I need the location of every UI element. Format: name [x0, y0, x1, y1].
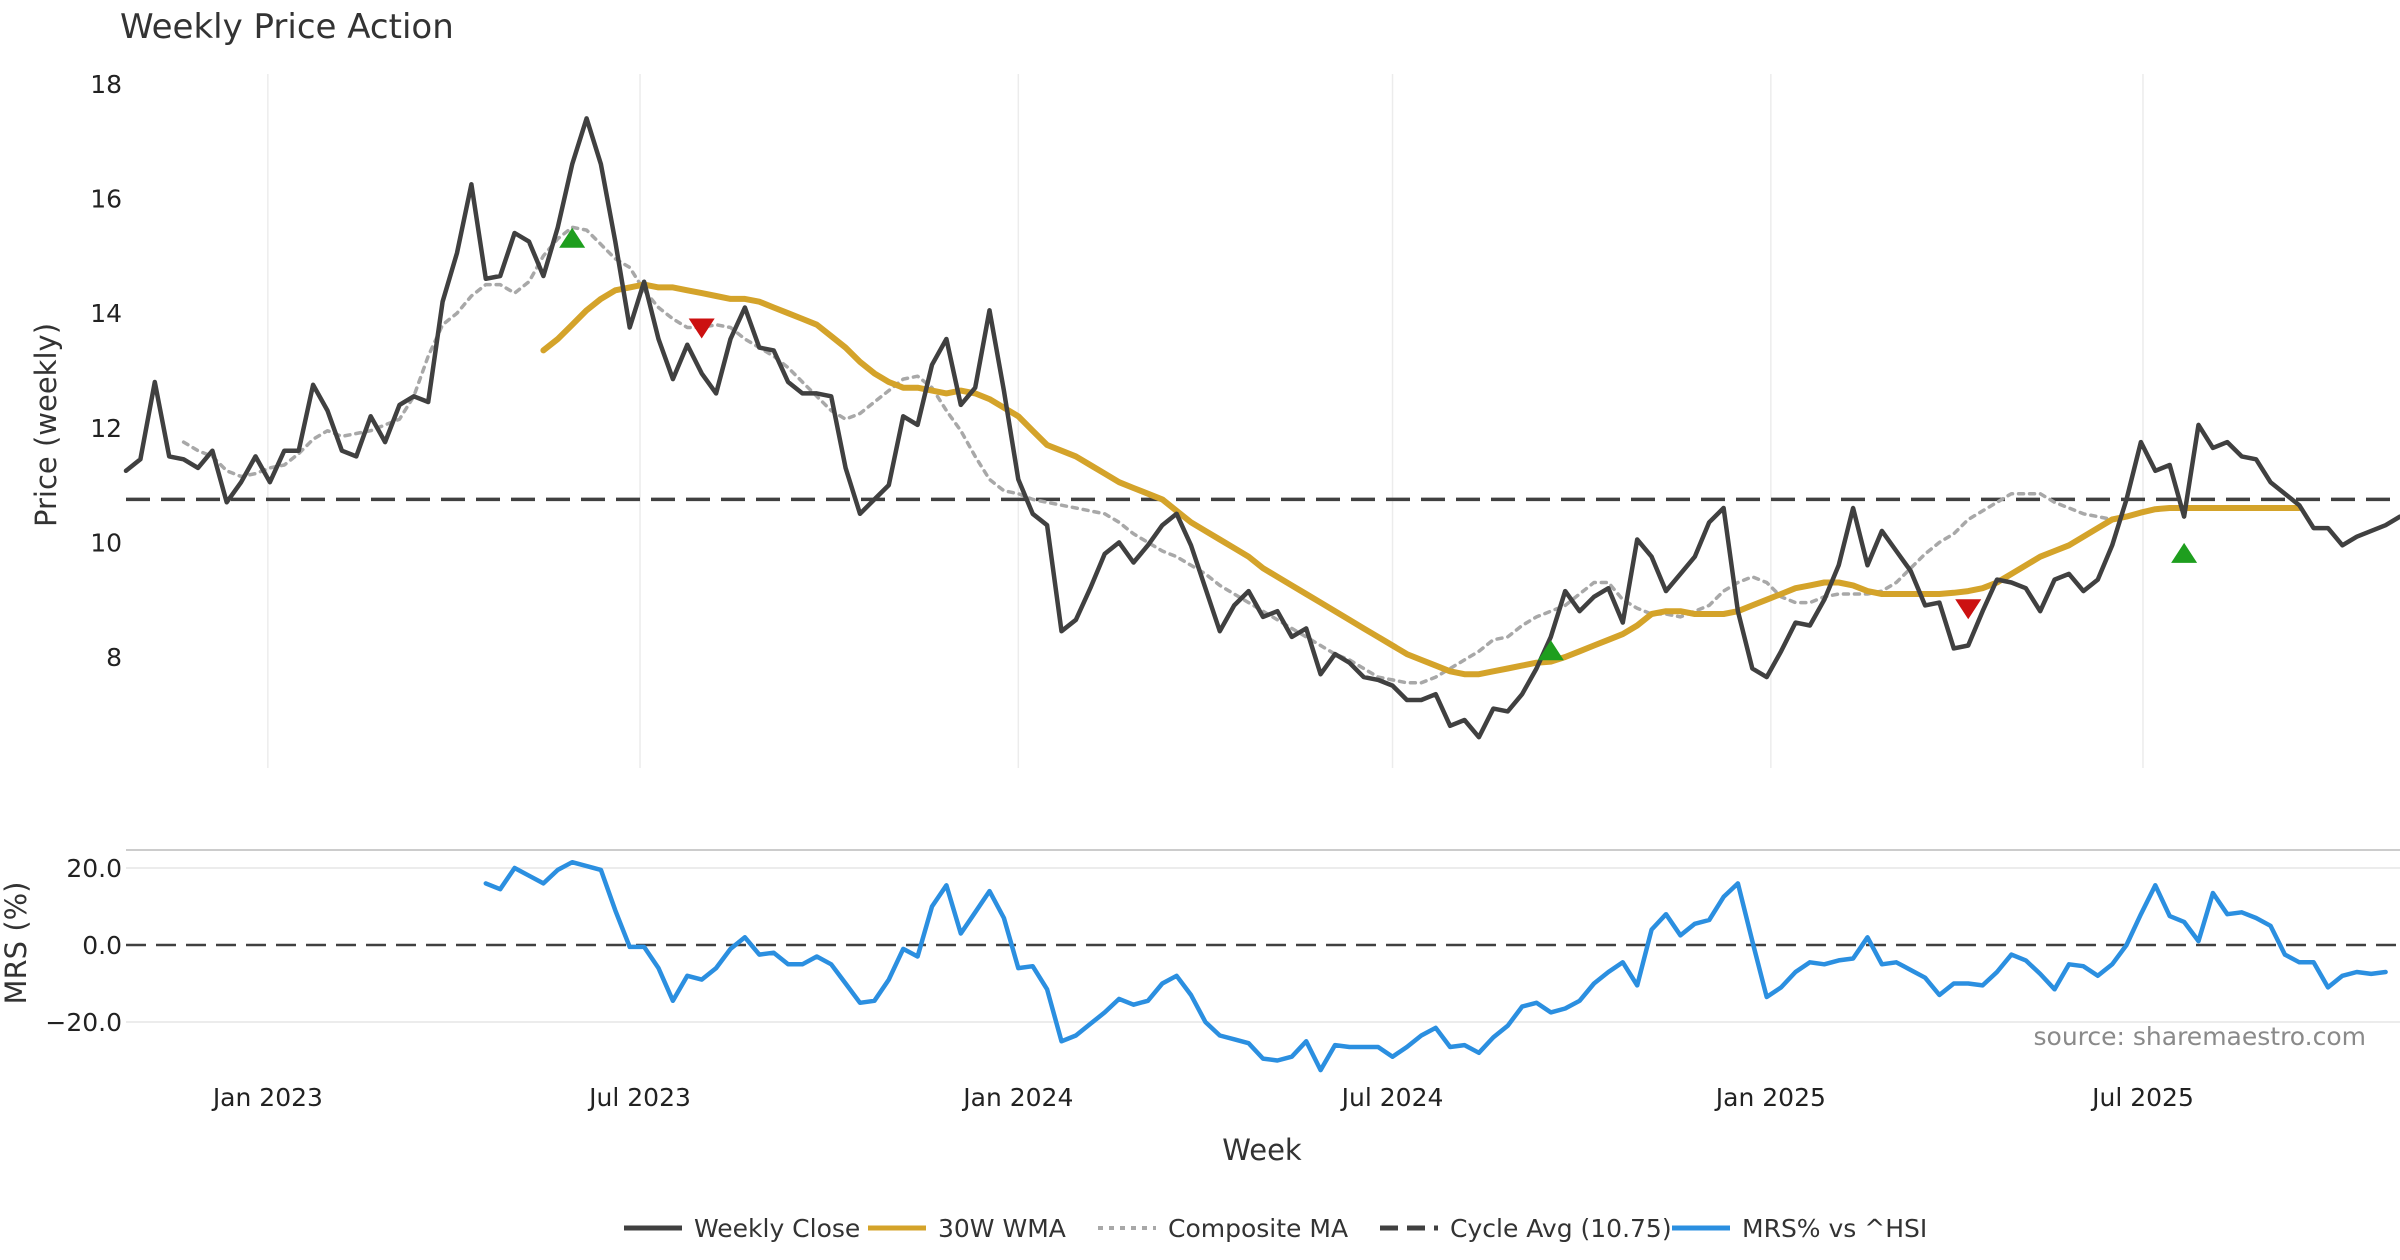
source-credit: source: sharemaestro.com	[2034, 1022, 2367, 1051]
x-tick-label: Jan 2023	[211, 1083, 323, 1112]
mrs-grid	[126, 867, 2400, 1023]
legend-item: MRS% vs ^HSI	[1672, 1214, 1927, 1243]
x-axis-ticks: Jan 2023 Jul 2023 Jan 2024 Jul 2024 Jan 2025…	[211, 1083, 2194, 1112]
legend-label: 30W WMA	[938, 1214, 1066, 1243]
main-series-group	[123, 116, 2400, 740]
main-y-tick-label: 14	[90, 299, 122, 328]
x-tick-label: Jul 2024	[1340, 1083, 1444, 1112]
legend: Weekly Close 30W WMA Composite MA Cycle Avg…	[624, 1214, 1927, 1243]
buy-signal-marker	[2171, 542, 2198, 563]
legend-label: Weekly Close	[694, 1214, 860, 1243]
main-y-ticks: 8 10 12 14 16 18	[90, 70, 122, 672]
x-tick-label: Jul 2023	[587, 1083, 691, 1112]
mrs-line	[483, 859, 2388, 1073]
mrs-y-ticks: 20.0 0.0 −20.0	[45, 854, 122, 1037]
sell-signal-marker	[1955, 599, 1982, 620]
mrs-y-tick-label: −20.0	[45, 1008, 122, 1037]
mrs-y-tick-label: 0.0	[82, 931, 122, 960]
x-axis-label: Week	[1222, 1133, 1302, 1167]
main-y-axis-label: Price (weekly)	[29, 323, 63, 527]
sell-signal-marker	[688, 318, 715, 339]
main-vertical-grid	[267, 74, 2144, 768]
mrs-series-group	[483, 859, 2388, 1073]
mrs-y-axis-label: MRS (%)	[0, 882, 33, 1005]
composite-ma-line	[181, 225, 2114, 685]
x-tick-label: Jul 2025	[2090, 1083, 2194, 1112]
legend-label: Cycle Avg (10.75)	[1450, 1214, 1672, 1243]
x-tick-label: Jan 2025	[1714, 1083, 1826, 1112]
main-y-tick-label: 18	[90, 70, 122, 99]
main-y-tick-label: 16	[90, 185, 122, 214]
legend-label: MRS% vs ^HSI	[1742, 1214, 1927, 1243]
chart-title: Weekly Price Action	[120, 7, 454, 47]
mrs-y-tick-label: 20.0	[66, 854, 122, 883]
x-tick-label: Jan 2024	[961, 1083, 1073, 1112]
wma-30w-line	[540, 281, 2303, 678]
legend-item: 30W WMA	[868, 1214, 1066, 1243]
legend-item: Weekly Close	[624, 1214, 860, 1243]
legend-item: Composite MA	[1098, 1214, 1348, 1243]
legend-label: Composite MA	[1168, 1214, 1348, 1243]
buy-signal-marker	[559, 227, 586, 248]
main-y-tick-label: 10	[90, 528, 122, 557]
legend-item: Cycle Avg (10.75)	[1380, 1214, 1672, 1243]
main-y-tick-label: 8	[106, 643, 122, 672]
buy-signal-marker	[1537, 640, 1564, 661]
main-y-tick-label: 12	[90, 414, 122, 443]
weekly-close-line	[123, 116, 2400, 740]
signal-markers	[559, 227, 2198, 661]
